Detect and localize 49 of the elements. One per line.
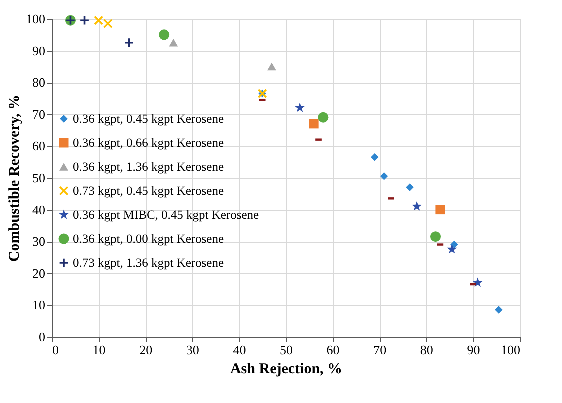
point xyxy=(472,278,483,288)
x-tick-label: 50 xyxy=(280,342,293,358)
x-tick-label: 30 xyxy=(186,342,200,358)
legend-label: 0.36 kgpt, 0.00 kgpt Kerosene xyxy=(73,232,224,246)
point xyxy=(450,240,458,249)
y-axis-title: Combustible Recovery, % xyxy=(7,94,23,262)
point xyxy=(80,16,90,26)
x-tick-label: 60 xyxy=(326,342,340,358)
x-tick-label: 40 xyxy=(233,342,246,358)
y-tick-label: 60 xyxy=(32,138,46,154)
x-tick-label: 80 xyxy=(420,342,434,358)
y-tick-label: 80 xyxy=(32,75,46,90)
y-tick-label: 10 xyxy=(32,298,46,313)
y-tick-label: 70 xyxy=(32,106,46,122)
legend-label: 0.73 kgpt, 0.45 kgpt Kerosene xyxy=(73,184,224,198)
x-axis-title: Ash Rejection, % xyxy=(230,362,343,378)
point xyxy=(412,201,422,211)
point xyxy=(430,232,442,242)
legend-label: 0.36 kgpt, 0.66 kgpt Kerosene xyxy=(73,136,224,150)
point xyxy=(495,306,503,314)
point xyxy=(267,62,276,71)
y-tick-label: 100 xyxy=(26,12,46,26)
y-tick-label: 50 xyxy=(32,170,46,186)
y-tick-label: 20 xyxy=(32,266,46,281)
x-tick-label: 70 xyxy=(374,342,387,358)
point xyxy=(318,112,329,123)
legend-label: 0.73 kgpt, 1.36 kgpt Kerosene xyxy=(73,256,224,270)
point xyxy=(169,38,178,47)
point xyxy=(159,30,170,40)
x-tick-label: 90 xyxy=(467,342,480,358)
point xyxy=(295,102,306,112)
x-tick-label: 20 xyxy=(140,342,153,358)
point xyxy=(371,153,379,162)
y-tick-label: 40 xyxy=(32,202,46,218)
legend-label: 0.36 kgpt, 0.45 kgpt Kerosene xyxy=(73,112,224,126)
y-tick-label: 30 xyxy=(32,234,46,250)
point xyxy=(380,172,388,180)
legend-label: 0.36 kgpt, 1.36 kgpt Kerosene xyxy=(73,160,224,174)
point xyxy=(436,205,446,215)
point xyxy=(406,184,414,192)
x-tick-label: 100 xyxy=(501,342,520,358)
x-tick-label: 10 xyxy=(92,342,106,358)
point xyxy=(447,244,458,254)
legend-label: 0.36 kgpt MIBC, 0.45 kgpt Kerosene xyxy=(73,208,260,222)
point xyxy=(309,119,319,129)
y-tick-label: 0 xyxy=(39,330,46,344)
x-tick-label: 0 xyxy=(52,342,59,358)
point xyxy=(124,38,134,48)
y-tick-label: 90 xyxy=(32,43,46,58)
